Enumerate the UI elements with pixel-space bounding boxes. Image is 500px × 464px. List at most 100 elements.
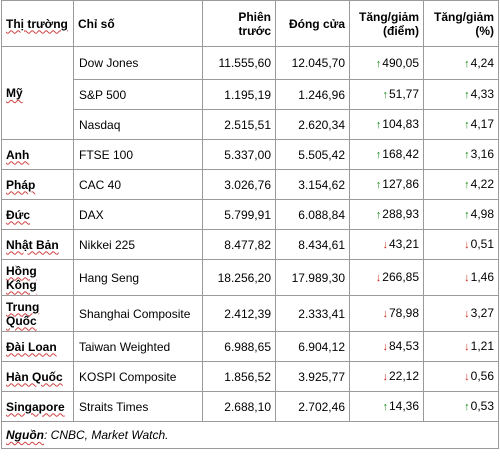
market-cell: Đài Loan bbox=[1, 331, 74, 362]
table-row: Mỹ Dow Jones 11.555,60 12.045,70 ↑490,05… bbox=[1, 46, 499, 140]
prev-cell: 1.856,52 bbox=[202, 361, 276, 392]
index-cell: S&P 500 bbox=[73, 79, 203, 110]
pct-cell: ↑4,33 bbox=[423, 79, 499, 110]
table-row: Hồng Kông Hang Seng 18.256,20 17.989,30 ↓266… bbox=[1, 259, 499, 296]
pct-cell: ↓0,51 bbox=[423, 229, 499, 260]
arrow-down-icon: ↓ bbox=[375, 272, 382, 284]
index-cell: DAX bbox=[73, 199, 203, 230]
close-cell: 3.154,62 bbox=[275, 169, 350, 200]
pct-cell: ↓1,46 bbox=[423, 259, 499, 296]
index-cell: KOSPI Composite bbox=[73, 361, 203, 392]
prev-cell: 18.256,20 bbox=[202, 259, 276, 296]
close-cell: 2.333,41 bbox=[275, 295, 350, 332]
header-row: Thị trường Chỉ số Phiên trước Đóng cửa T… bbox=[1, 0, 499, 47]
arrow-down-icon: ↓ bbox=[382, 239, 388, 251]
points-cell: ↑168,42 bbox=[349, 139, 424, 170]
points-cell: ↓84,53 bbox=[349, 331, 424, 362]
prev-cell: 5.337,00 bbox=[202, 139, 276, 170]
arrow-up-icon: ↑ bbox=[464, 401, 470, 413]
arrow-down-icon: ↓ bbox=[382, 371, 388, 383]
arrow-up-icon: ↑ bbox=[464, 179, 470, 191]
table-row: Đài Loan Taiwan Weighted 6.988,65 6.904,12 ↓… bbox=[1, 331, 499, 362]
market-cell: Đức bbox=[1, 199, 74, 230]
market-cell: Singapore bbox=[1, 391, 74, 422]
prev-cell: 2.412,39 bbox=[202, 295, 276, 332]
prev-cell: 3.026,76 bbox=[202, 169, 276, 200]
arrow-up-icon: ↑ bbox=[464, 209, 470, 221]
index-cell: Shanghai Composite bbox=[73, 295, 203, 332]
source-text: : CNBC, Market Watch. bbox=[44, 428, 169, 442]
arrow-up-icon: ↑ bbox=[375, 119, 382, 131]
source-label: Nguồn bbox=[6, 428, 44, 442]
table-body-rest: Anh FTSE 100 5.337,00 5.505,42 ↑168,42 ↑3,16 P… bbox=[1, 139, 499, 422]
pct-cell: ↑4,98 bbox=[423, 199, 499, 230]
arrow-up-icon: ↑ bbox=[464, 119, 470, 131]
arrow-up-icon: ↑ bbox=[375, 149, 382, 161]
index-cell: Nasdaq bbox=[73, 109, 203, 140]
index-cell: CAC 40 bbox=[73, 169, 203, 200]
prev-cell: 2.688,10 bbox=[202, 391, 276, 422]
table-row: Nhật Bản Nikkei 225 8.477,82 8.434,61 ↓43,21… bbox=[1, 229, 499, 260]
source-note: Nguồn: CNBC, Market Watch. bbox=[1, 421, 499, 449]
table-body: Mỹ Dow Jones 11.555,60 12.045,70 ↑490,05… bbox=[1, 46, 499, 140]
points-cell: ↑104,83 bbox=[349, 109, 424, 140]
close-cell: 8.434,61 bbox=[275, 229, 350, 260]
market-cell: Anh bbox=[1, 139, 74, 170]
arrow-down-icon: ↓ bbox=[464, 341, 470, 353]
header-change-pct: Tăng/giảm (%) bbox=[423, 0, 499, 47]
header-prev-close: Phiên trước bbox=[202, 0, 276, 47]
arrow-down-icon: ↓ bbox=[464, 239, 470, 251]
index-cell: Nikkei 225 bbox=[73, 229, 203, 260]
points-cell: ↑127,86 bbox=[349, 169, 424, 200]
points-cell: ↓43,21 bbox=[349, 229, 424, 260]
close-cell: 2.702,46 bbox=[275, 391, 350, 422]
points-cell: ↓22,12 bbox=[349, 361, 424, 392]
arrow-up-icon: ↑ bbox=[464, 89, 470, 101]
pct-cell: ↑0,53 bbox=[423, 391, 499, 422]
market-cell: Mỹ bbox=[1, 46, 74, 140]
arrow-up-icon: ↑ bbox=[382, 401, 388, 413]
header-market: Thị trường bbox=[1, 0, 74, 47]
pct-cell: ↑3,16 bbox=[423, 139, 499, 170]
close-cell: 3.925,77 bbox=[275, 361, 350, 392]
prev-cell: 1.195,19 bbox=[202, 79, 276, 110]
pct-cell: ↑4,24 bbox=[423, 46, 499, 80]
arrow-down-icon: ↓ bbox=[464, 371, 470, 383]
points-cell: ↑288,93 bbox=[349, 199, 424, 230]
table-row: S&P 500 1.195,19 1.246,96 ↑51,77 ↑4,33 bbox=[2, 79, 499, 110]
table-row: Singapore Straits Times 2.688,10 2.702,46 ↑1… bbox=[1, 391, 499, 422]
close-cell: 5.505,42 bbox=[275, 139, 350, 170]
source-row: Nguồn: CNBC, Market Watch. bbox=[1, 421, 499, 449]
arrow-down-icon: ↓ bbox=[464, 308, 470, 320]
table-row: Trung Quốc Shanghai Composite 2.412,39 2.33… bbox=[1, 295, 499, 332]
close-cell: 6.904,12 bbox=[275, 331, 350, 362]
arrow-up-icon: ↑ bbox=[375, 179, 382, 191]
close-cell: 12.045,70 bbox=[275, 46, 350, 80]
points-cell: ↑14,36 bbox=[349, 391, 424, 422]
arrow-up-icon: ↑ bbox=[464, 57, 470, 70]
table-row: Hàn Quốc KOSPI Composite 1.856,52 3.925,77 ↓… bbox=[1, 361, 499, 392]
arrow-up-icon: ↑ bbox=[375, 57, 382, 70]
close-cell: 2.620,34 bbox=[275, 109, 350, 140]
market-cell: Pháp bbox=[1, 169, 74, 200]
table-row: Pháp CAC 40 3.026,76 3.154,62 ↑127,86 ↑4,22 bbox=[1, 169, 499, 200]
pct-cell: ↓1,21 bbox=[423, 331, 499, 362]
table-row: Anh FTSE 100 5.337,00 5.505,42 ↑168,42 ↑3,16 bbox=[1, 139, 499, 170]
index-cell: Hang Seng bbox=[73, 259, 203, 296]
arrow-down-icon: ↓ bbox=[382, 308, 388, 320]
market-cell: Hàn Quốc bbox=[1, 361, 74, 392]
header-index: Chỉ số bbox=[73, 0, 203, 47]
index-cell: Dow Jones bbox=[73, 46, 203, 80]
index-cell: Taiwan Weighted bbox=[73, 331, 203, 362]
market-cell: Hồng Kông bbox=[1, 259, 74, 296]
market-cell: Trung Quốc bbox=[1, 295, 74, 332]
pct-cell: ↑4,17 bbox=[423, 109, 499, 140]
pct-cell: ↓0,56 bbox=[423, 361, 499, 392]
pct-cell: ↑4,22 bbox=[423, 169, 499, 200]
index-cell: Straits Times bbox=[73, 391, 203, 422]
points-cell: ↓78,98 bbox=[349, 295, 424, 332]
points-cell: ↓266,85 bbox=[349, 259, 424, 296]
index-cell: FTSE 100 bbox=[73, 139, 203, 170]
close-cell: 17.989,30 bbox=[275, 259, 350, 296]
